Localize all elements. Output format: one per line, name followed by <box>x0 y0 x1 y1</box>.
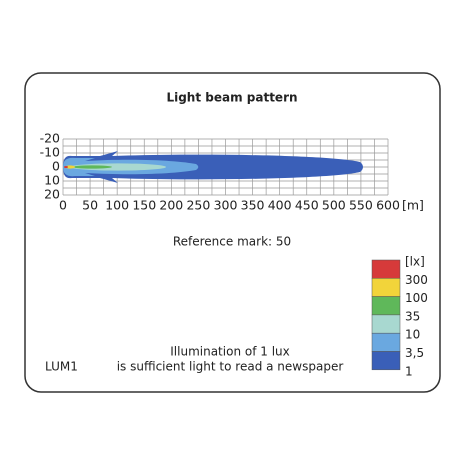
y-tick-label: 20 <box>44 187 60 202</box>
y-tick-label: 10 <box>44 173 60 188</box>
legend-label: 100 <box>405 291 428 305</box>
x-tick-label: 150 <box>132 198 156 213</box>
x-tick-label: 400 <box>268 198 292 213</box>
axis-labels: 0 50 100 150 200 250 300 350 400 450 500 550 600 [m]-… <box>40 131 424 213</box>
y-tick-label: -10 <box>40 145 60 160</box>
legend-label: 1 <box>405 364 413 378</box>
reference-mark: Reference mark: 50 <box>173 235 291 249</box>
x-tick-label: 50 <box>82 198 98 213</box>
beam-300lx <box>64 166 68 168</box>
beam-35lx <box>72 165 112 169</box>
x-tick-label: 250 <box>186 198 210 213</box>
legend-swatch <box>371 332 401 352</box>
x-unit: [m] <box>402 198 424 213</box>
legend: [lx] 300 100 35 10 3,5 1 <box>371 255 428 378</box>
title: Light beam pattern <box>166 91 297 105</box>
legend-label: 35 <box>405 309 420 323</box>
legend-label: 300 <box>405 273 428 287</box>
x-tick-label: 350 <box>241 198 265 213</box>
legend-unit: [lx] <box>405 255 425 269</box>
caption-line: is sufficient light to read a newspaper <box>117 360 344 374</box>
beam-100lx <box>65 165 75 169</box>
x-tick-label: 450 <box>295 198 319 213</box>
beam-10lx <box>70 163 166 171</box>
footer-id: LUM1 <box>45 360 78 374</box>
legend-swatch <box>371 259 401 279</box>
beam <box>63 151 363 183</box>
x-tick-label: 100 <box>105 198 129 213</box>
x-tick-label: 600 <box>376 198 400 213</box>
y-tick-label: -20 <box>40 131 60 146</box>
legend-swatch <box>371 278 401 297</box>
beam-1lx <box>63 151 363 183</box>
y-tick-label: 0 <box>52 159 60 174</box>
legend-swatch <box>371 314 401 334</box>
legend-swatch <box>371 296 401 316</box>
x-tick-label: 500 <box>322 198 346 213</box>
caption-line: Illumination of 1 lux <box>170 345 289 359</box>
legend-label: 3,5 <box>405 346 424 360</box>
legend-swatch <box>371 351 401 371</box>
legend-label: 10 <box>405 328 420 342</box>
x-tick-label: 0 <box>59 198 67 213</box>
x-tick-label: 550 <box>349 198 373 213</box>
x-tick-label: 300 <box>214 198 238 213</box>
x-tick-label: 200 <box>159 198 183 213</box>
